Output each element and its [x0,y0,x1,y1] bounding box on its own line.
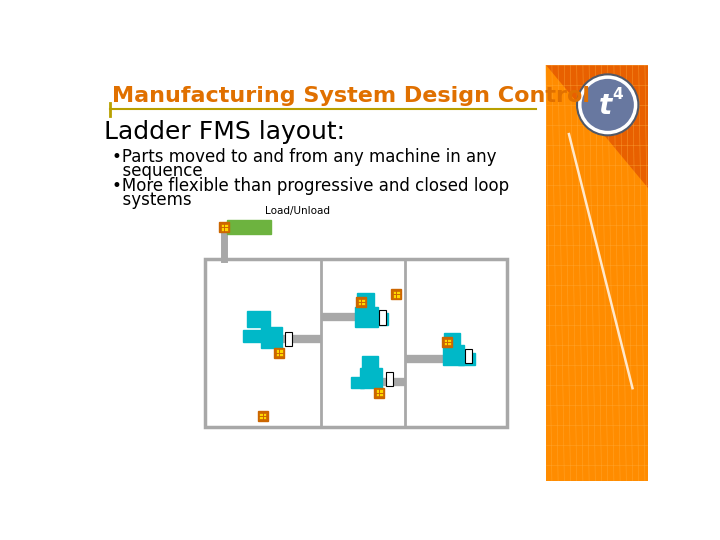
Bar [372,313,387,325]
Bar [219,222,229,232]
Circle shape [577,74,639,136]
Text: 4: 4 [613,86,623,102]
Text: systems: systems [112,191,192,209]
Text: •Parts moved to and from any machine in any: •Parts moved to and from any machine in … [112,148,496,166]
Bar [243,330,261,342]
Bar [259,413,266,420]
Polygon shape [546,65,648,481]
Text: sequence: sequence [112,162,202,180]
Bar [355,307,378,327]
Bar [379,310,387,325]
Bar [261,327,282,348]
Bar [220,224,228,231]
Bar [443,345,464,365]
Bar [351,377,364,388]
Bar [274,348,284,358]
Text: Load/Unload: Load/Unload [265,206,330,215]
Bar [391,289,401,299]
Bar [376,389,382,396]
Bar [392,291,400,298]
Circle shape [581,79,634,131]
Bar [276,349,282,356]
Bar [458,353,475,365]
Polygon shape [546,65,648,188]
Bar [374,388,384,398]
Bar [362,356,377,368]
Bar [204,259,507,427]
Bar [444,333,459,345]
Bar [387,372,393,386]
Bar [356,293,374,307]
Text: Manufacturing System Design Control: Manufacturing System Design Control [112,86,590,106]
Text: t: t [599,92,612,120]
Bar [356,297,366,307]
Bar [228,220,271,234]
Text: •More flexible than progressive and closed loop: •More flexible than progressive and clos… [112,177,509,195]
Bar [285,332,292,346]
Bar [358,299,364,305]
Bar [246,311,270,327]
Text: Ladder FMS layout:: Ladder FMS layout: [104,120,345,144]
Bar [258,411,268,421]
Bar [442,337,452,347]
Bar [361,368,382,388]
Bar [444,339,451,346]
Bar [466,348,472,363]
